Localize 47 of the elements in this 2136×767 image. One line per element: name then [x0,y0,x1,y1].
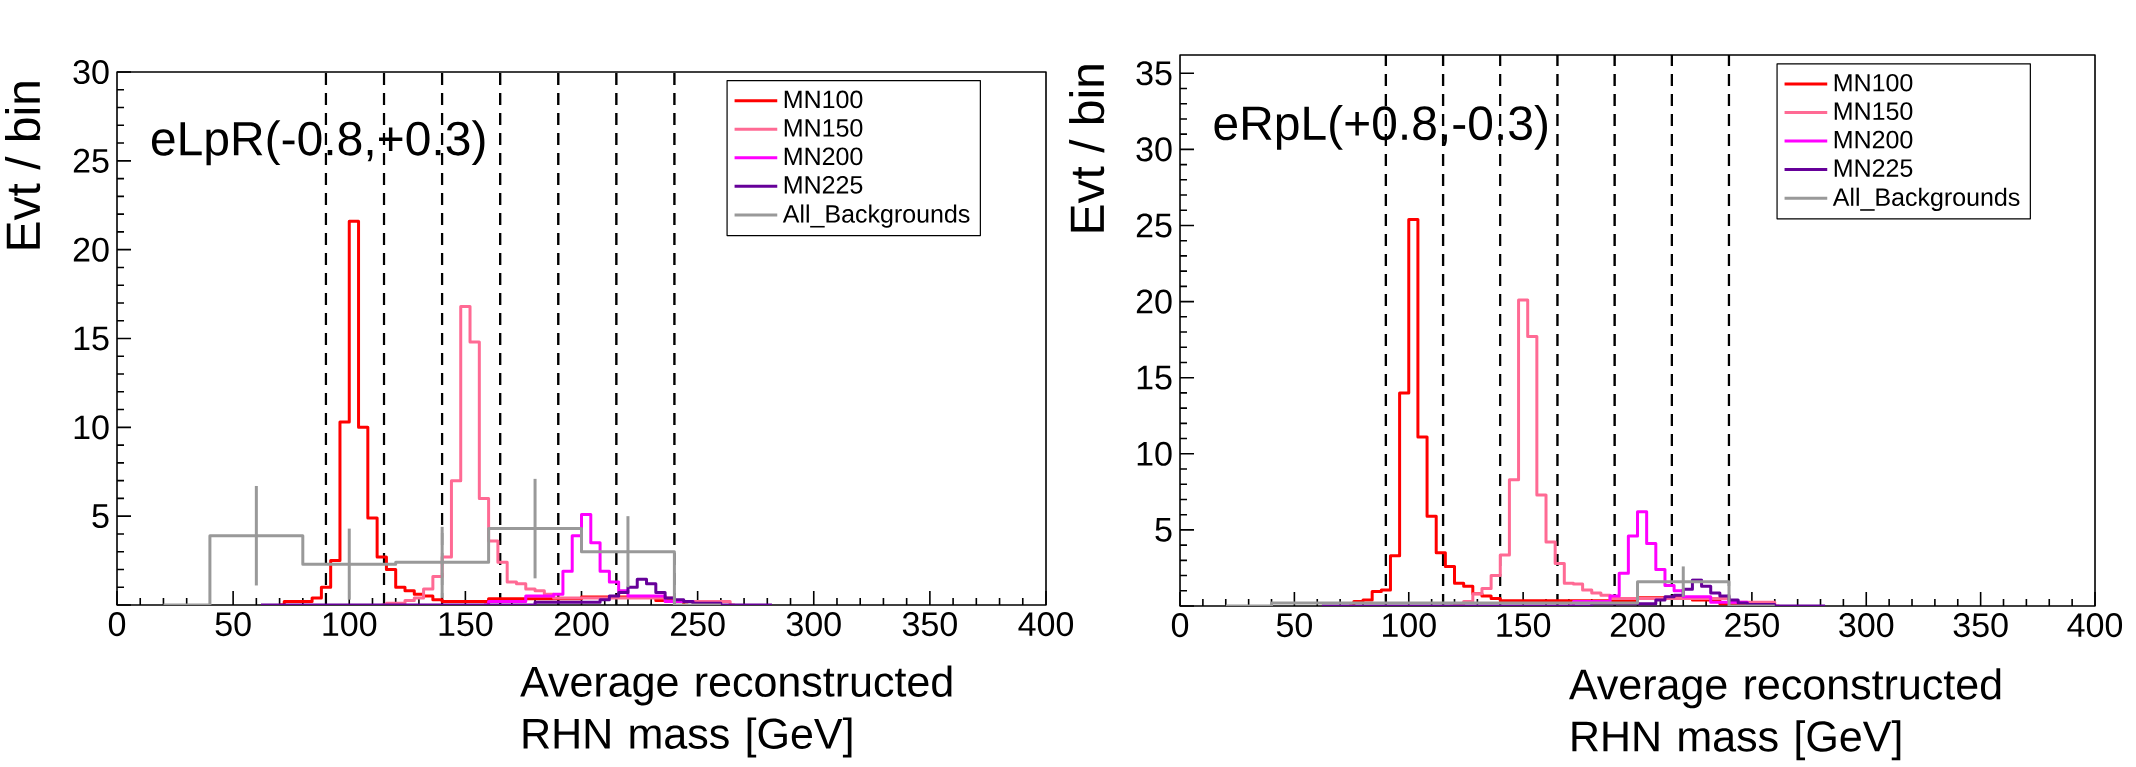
y-tick-label: 5 [1155,518,1172,542]
legend-label: All_Backgrounds [1832,187,2020,211]
x-axis-title: Average reconstructed RHN mass [GeV] [520,665,952,758]
legend-label: MN225 [784,175,863,194]
y-tick-label: 20 [73,237,109,262]
y-axis-title: Evt / bin [5,82,41,249]
x-tick-label: 200 [554,612,609,637]
legend-label: MN100 [784,90,863,109]
x-tick-label: 50 [1276,613,1312,638]
x-tick-label: 400 [2067,613,2123,638]
x-tick-label: 350 [1953,613,2008,638]
y-tick-label: 30 [73,59,109,85]
x-tick-label: 50 [215,612,251,637]
x-tick-label: 300 [1839,613,1894,638]
x-tick-label: 0 [108,612,126,637]
y-tick-label: 15 [1137,365,1172,390]
y-tick-label: 10 [74,415,109,440]
x-tick-label: 300 [786,612,841,637]
x-tick-label: 250 [1725,613,1779,638]
y-tick-label: 5 [92,504,109,529]
legend-label: MN150 [784,119,863,137]
text: eLpR(-0.8,+0.3) [151,120,485,166]
x-tick-label: 400 [1018,612,1074,637]
x-tick-label: 0 [1171,613,1189,638]
y-axis-title: Evt / bin [1069,65,1105,232]
x-tick-label: 200 [1610,613,1665,638]
x-axis-title: Average reconstructed RHN mass [GeV] [1569,668,2001,761]
x-tick-label: 250 [670,612,725,637]
legend-label: MN200 [1834,130,1913,149]
y-tick-label: 35 [1136,61,1172,86]
legend-label: MN150 [1834,102,1913,121]
text: eRpL(+0.8,-0.3) [1214,104,1547,150]
legend-label: MN100 [1834,73,1913,92]
legend-label: MN225 [1834,159,1913,177]
y-tick-label: 25 [73,148,109,173]
y-tick-label: 20 [1136,289,1172,314]
x-tick-label: 150 [1497,613,1551,638]
x-tick-label: 150 [439,612,493,637]
x-tick-label: 100 [1383,613,1436,638]
legend-label: MN200 [784,147,863,166]
x-tick-label: 100 [323,612,377,637]
x-tick-label: 350 [902,612,957,637]
y-tick-label: 10 [1137,441,1172,466]
y-tick-label: 15 [74,326,109,351]
y-tick-label: 30 [1136,137,1172,162]
y-tick-label: 25 [1136,213,1172,238]
legend-label: All_Backgrounds [782,204,970,228]
